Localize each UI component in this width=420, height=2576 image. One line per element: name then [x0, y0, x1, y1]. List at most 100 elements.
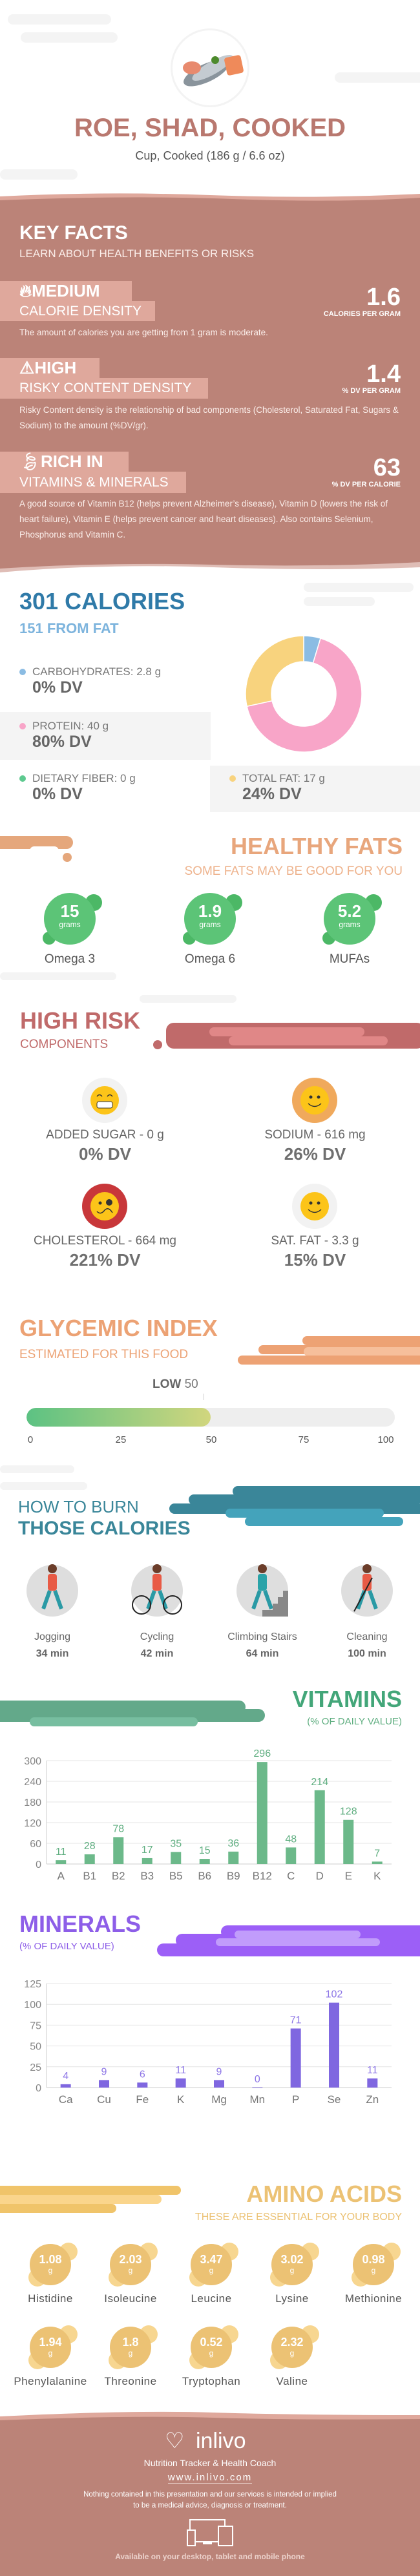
macro-protein: PROTEIN: 40 g 80% DV	[0, 712, 211, 760]
bar	[372, 1861, 383, 1864]
bar	[314, 1790, 325, 1864]
food-image	[171, 28, 249, 107]
x-tick-label: B5	[169, 1870, 183, 1882]
amino-badge: 3.02 g	[270, 2243, 319, 2287]
x-tick-label: K	[373, 1870, 381, 1882]
vitamins-description: A good source of Vitamin B12 (helps prev…	[19, 499, 388, 539]
x-tick-label: E	[345, 1870, 352, 1882]
y-tick-label: 0	[36, 2083, 41, 2094]
wave-divider	[0, 193, 420, 204]
bar	[137, 2082, 148, 2088]
amino-subtitle: THESE ARE ESSENTIAL FOR YOUR BODY	[194, 2212, 402, 2223]
legend-dot	[19, 669, 26, 675]
amino-badge: 1.8 g	[109, 2325, 158, 2369]
x-tick-label: Fe	[136, 2093, 149, 2106]
activity-name: Cycling	[140, 1631, 174, 1642]
smiling-face-icon	[292, 1184, 337, 1229]
bar-value-label: 296	[253, 1748, 271, 1759]
healthy-fat-name: MUFAs	[329, 952, 370, 966]
amino-name: Threonine	[104, 2375, 157, 2387]
bar	[99, 2080, 109, 2088]
calories-title: 301 CALORIES	[19, 588, 185, 614]
bar-value-label: 11	[56, 1847, 67, 1858]
wave-divider	[0, 562, 420, 572]
activity-time: 34 min	[36, 1648, 69, 1659]
bar	[286, 1847, 297, 1864]
x-tick-label: Zn	[366, 2093, 379, 2106]
devices-icon	[187, 2519, 233, 2546]
activity-time: 42 min	[140, 1648, 174, 1659]
amino-name: Leucine	[191, 2292, 232, 2305]
vitamins-chart: 0 60 120 180 240 300 11 A 28 B1 78 B2 17 B3 35 B5 15 B6 36…	[24, 1748, 392, 1882]
bar	[329, 2002, 339, 2088]
amino-name: Histidine	[28, 2292, 73, 2305]
vitamins-level: 🍃︎RICH IN	[0, 452, 129, 472]
bar	[142, 1858, 152, 1864]
amino-name: Methionine	[344, 2292, 403, 2305]
glycemic-tick-label: 50	[205, 1434, 217, 1445]
x-tick-label: Mg	[211, 2093, 227, 2106]
y-tick-label: 120	[24, 1818, 41, 1829]
minerals-subtitle: (% OF DAILY VALUE)	[19, 1941, 114, 1952]
warning-icon: ⚠︎	[19, 358, 35, 377]
bar-value-label: 7	[374, 1848, 380, 1859]
healthy-fats-title: HEALTHY FATS	[230, 833, 403, 859]
jogging-icon	[26, 1564, 78, 1617]
donut-slice	[246, 637, 362, 753]
bar	[199, 1859, 210, 1864]
amino-badge: 0.52 g	[189, 2325, 238, 2369]
y-tick-label: 100	[24, 2000, 41, 2011]
x-tick-label: D	[316, 1870, 324, 1882]
serving-size: Cup, Cooked (186 g / 6.6 oz)	[135, 149, 285, 162]
bar-value-label: 9	[101, 2066, 107, 2077]
risk-dv: 26% DV	[284, 1144, 346, 1164]
bar-value-label: 36	[227, 1838, 239, 1849]
amino-name: Lysine	[275, 2292, 309, 2305]
leaf-icon: 🍃︎	[19, 452, 41, 471]
calorie-density-description: The amount of calories you are getting f…	[19, 328, 268, 337]
risky-density-description: Risky Content density is the relationshi…	[19, 405, 399, 430]
vitamins-title: VITAMINS	[292, 1686, 402, 1712]
bar-value-label: 11	[175, 2065, 186, 2076]
x-tick-label: Ca	[59, 2093, 73, 2106]
macro-fat: TOTAL FAT: 17 g 24% DV	[210, 766, 420, 812]
climbing-stairs-icon	[236, 1564, 288, 1617]
risk-dv: 15% DV	[284, 1250, 346, 1270]
glycemic-tick-label: 75	[298, 1434, 310, 1445]
burn-title-1: HOW TO BURN	[18, 1497, 139, 1516]
macro-carbs: CARBOHYDRATES: 2.8 g 0% DV	[0, 665, 210, 708]
bar-value-label: 35	[170, 1838, 182, 1849]
bar-value-label: 28	[84, 1841, 96, 1852]
y-tick-label: 0	[36, 1859, 41, 1870]
bar	[343, 1819, 354, 1864]
minerals-title: MINERALS	[19, 1911, 141, 1937]
x-tick-label: Cu	[97, 2093, 111, 2106]
bar-value-label: 17	[142, 1845, 153, 1856]
x-tick-label: B2	[112, 1870, 125, 1882]
bar-value-label: 71	[290, 2015, 302, 2026]
glycemic-bar	[26, 1408, 395, 1427]
footer-url[interactable]: www.inlivo.com	[167, 2472, 253, 2484]
glycemic-subtitle: ESTIMATED FOR THIS FOOD	[19, 1348, 189, 1361]
worried-face-icon	[82, 1184, 127, 1229]
healthy-fats-subtitle: SOME FATS MAY BE GOOD FOR YOU	[184, 864, 403, 878]
wave-divider	[0, 2411, 420, 2423]
bar	[84, 1854, 95, 1864]
footer-tagline: Nutrition Tracker & Health Coach	[143, 2458, 277, 2468]
inlivo-logo[interactable]: ♡ inlivo	[165, 2429, 246, 2453]
macro-donut-chart	[245, 635, 362, 753]
macro-fiber: DIETARY FIBER: 0 g 0% DV	[0, 772, 210, 811]
fish-image	[183, 55, 244, 87]
healthy-fat-name: Omega 3	[44, 952, 96, 966]
vitamins-subtitle: (% OF DAILY VALUE)	[307, 1716, 402, 1727]
high-risk-subtitle: COMPONENTS	[20, 1038, 109, 1051]
bar-value-label: 0	[255, 2074, 260, 2085]
bar-value-label: 11	[367, 2065, 378, 2076]
burn-title-2: THOSE CALORIES	[18, 1518, 191, 1539]
donut-slice	[245, 635, 304, 707]
key-facts-subtitle: LEARN ABOUT HEALTH BENEFITS OR RISKS	[19, 247, 255, 260]
calorie-density-label: CALORIE DENSITY	[0, 301, 155, 321]
cycling-icon	[131, 1564, 183, 1617]
bar-value-label: 214	[311, 1777, 328, 1788]
smiling-face-icon	[292, 1078, 337, 1123]
